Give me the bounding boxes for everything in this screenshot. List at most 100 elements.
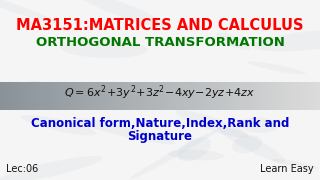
Bar <box>60 82 65 110</box>
Bar <box>192 82 196 110</box>
Bar <box>172 82 177 110</box>
Bar <box>144 82 148 110</box>
Bar <box>184 82 188 110</box>
Bar <box>224 82 228 110</box>
Text: ORTHOGONAL TRANSFORMATION: ORTHOGONAL TRANSFORMATION <box>36 36 284 49</box>
Bar <box>276 82 281 110</box>
Bar <box>268 82 273 110</box>
Bar <box>240 82 244 110</box>
Bar <box>40 82 44 110</box>
Bar <box>236 82 241 110</box>
Ellipse shape <box>247 61 306 74</box>
Bar <box>112 82 116 110</box>
Bar <box>104 82 108 110</box>
Bar <box>12 82 17 110</box>
Ellipse shape <box>21 115 96 135</box>
Bar <box>168 82 172 110</box>
Bar <box>248 82 252 110</box>
Bar <box>252 82 257 110</box>
Bar <box>16 82 20 110</box>
Bar <box>220 82 225 110</box>
Bar <box>20 82 25 110</box>
Bar <box>204 82 209 110</box>
Bar <box>152 82 156 110</box>
Bar <box>208 82 212 110</box>
Bar <box>84 82 89 110</box>
Bar <box>296 82 300 110</box>
Ellipse shape <box>0 0 56 23</box>
Bar <box>116 82 121 110</box>
Text: Canonical form,Nature,Index,Rank and: Canonical form,Nature,Index,Rank and <box>31 117 289 130</box>
Bar <box>308 82 313 110</box>
Bar <box>32 82 36 110</box>
Bar <box>0 82 4 110</box>
Bar <box>28 82 33 110</box>
Bar <box>176 82 180 110</box>
Bar <box>136 82 140 110</box>
Bar <box>64 82 68 110</box>
Ellipse shape <box>253 30 320 51</box>
Bar <box>76 82 81 110</box>
Ellipse shape <box>73 118 175 144</box>
Ellipse shape <box>217 126 285 163</box>
Bar <box>232 82 236 110</box>
Bar <box>216 82 220 110</box>
Text: Learn Easy: Learn Easy <box>260 164 314 174</box>
Bar <box>120 82 124 110</box>
Bar <box>124 82 129 110</box>
Bar <box>284 82 289 110</box>
Bar <box>56 82 60 110</box>
Text: Lec:06: Lec:06 <box>6 164 38 174</box>
Bar <box>280 82 284 110</box>
Bar <box>196 82 201 110</box>
Ellipse shape <box>272 159 318 169</box>
Ellipse shape <box>178 137 211 161</box>
Bar <box>304 82 308 110</box>
Bar <box>8 82 12 110</box>
Bar <box>312 82 316 110</box>
Bar <box>128 82 132 110</box>
Bar <box>200 82 204 110</box>
Bar <box>52 82 57 110</box>
Bar <box>212 82 217 110</box>
Bar <box>24 82 28 110</box>
Bar <box>292 82 297 110</box>
Bar <box>288 82 292 110</box>
Text: MA3151:MATRICES AND CALCULUS: MA3151:MATRICES AND CALCULUS <box>16 18 304 33</box>
Bar <box>108 82 113 110</box>
Ellipse shape <box>232 135 262 153</box>
Bar <box>132 82 137 110</box>
Bar <box>4 82 9 110</box>
Bar <box>48 82 52 110</box>
Bar <box>88 82 92 110</box>
Bar <box>96 82 100 110</box>
Bar <box>164 82 169 110</box>
Bar <box>72 82 76 110</box>
Bar <box>156 82 161 110</box>
Ellipse shape <box>168 150 224 160</box>
Bar <box>160 82 164 110</box>
Bar <box>228 82 233 110</box>
Bar <box>260 82 265 110</box>
Bar <box>68 82 73 110</box>
Ellipse shape <box>0 156 103 180</box>
Ellipse shape <box>129 130 218 180</box>
Bar <box>44 82 49 110</box>
Bar <box>148 82 153 110</box>
Bar <box>244 82 249 110</box>
Ellipse shape <box>239 118 278 133</box>
Ellipse shape <box>216 33 250 50</box>
Bar <box>316 82 320 110</box>
Bar <box>272 82 276 110</box>
Bar <box>92 82 97 110</box>
Ellipse shape <box>23 81 55 101</box>
Bar <box>80 82 84 110</box>
Bar <box>140 82 145 110</box>
Text: $\mathit{Q} = 6x^2\!+\!3y^2\!+\!3z^2\!-\!4xy\!-\!2yz\!+\!4zx$: $\mathit{Q} = 6x^2\!+\!3y^2\!+\!3z^2\!-\… <box>64 84 256 102</box>
Bar <box>300 82 305 110</box>
Bar <box>256 82 260 110</box>
Bar <box>264 82 268 110</box>
Ellipse shape <box>60 39 148 58</box>
Bar <box>188 82 193 110</box>
Ellipse shape <box>75 0 165 27</box>
